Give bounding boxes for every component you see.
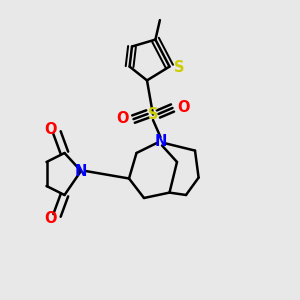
- Text: S: S: [174, 60, 184, 75]
- Text: N: N: [154, 134, 167, 149]
- Text: O: O: [44, 122, 57, 137]
- Text: O: O: [116, 111, 129, 126]
- Text: N: N: [75, 164, 87, 178]
- Text: O: O: [177, 100, 190, 115]
- Text: S: S: [148, 107, 158, 122]
- Text: O: O: [44, 211, 57, 226]
